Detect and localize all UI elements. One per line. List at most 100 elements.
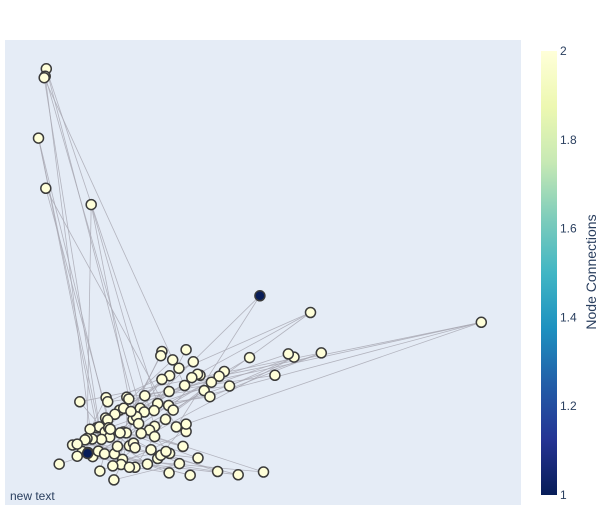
graph-node[interactable] (184, 469, 196, 481)
graph-node[interactable] (114, 427, 126, 439)
graph-node[interactable] (108, 474, 120, 486)
graph-node[interactable] (81, 447, 94, 460)
graph-node[interactable] (192, 452, 204, 464)
graph-node[interactable] (180, 343, 192, 356)
graph-edge (45, 68, 142, 434)
graph-node[interactable] (98, 448, 111, 460)
annotation-text: new text (10, 489, 55, 503)
graph-node[interactable] (148, 430, 161, 443)
graph-edge (229, 356, 295, 387)
graph-node[interactable] (304, 306, 317, 319)
graph-edge (154, 312, 311, 427)
graph-edge (44, 76, 141, 409)
colorbar-tick-label: 2 (560, 44, 567, 58)
graph-node[interactable] (211, 465, 224, 478)
graph-edge (219, 321, 482, 377)
graph-node[interactable] (282, 348, 295, 360)
graph-edge (172, 390, 205, 411)
graph-node[interactable] (170, 421, 183, 433)
graph-edge (185, 321, 482, 425)
graph-node[interactable] (53, 458, 65, 470)
graph-node[interactable] (180, 418, 192, 430)
graph-edge (107, 312, 311, 403)
colorbar-ticks: 2 1.8 1.6 1.4 1.2 1 (560, 44, 577, 502)
graph-edge (43, 77, 102, 440)
colorbar-tick-label: 1.2 (560, 399, 577, 413)
graph-edge (44, 76, 91, 430)
graph-node[interactable] (74, 396, 86, 408)
graph-node[interactable] (71, 438, 83, 450)
graph-node[interactable] (139, 389, 151, 402)
graph-edge (90, 204, 134, 420)
graph-node[interactable] (177, 440, 189, 453)
graph-node[interactable] (155, 349, 167, 362)
graph-node[interactable] (173, 457, 186, 470)
graph-node[interactable] (94, 465, 106, 477)
graph-node[interactable] (315, 347, 328, 359)
graph-node[interactable] (173, 362, 185, 375)
graph-node[interactable] (166, 354, 179, 366)
graph-node[interactable] (178, 379, 191, 392)
graph-node[interactable] (148, 404, 160, 417)
graph-node[interactable] (129, 442, 141, 454)
graph-node[interactable] (123, 393, 135, 405)
graph-edge (160, 454, 239, 476)
graph-node[interactable] (40, 182, 52, 195)
graph-node[interactable] (475, 316, 488, 329)
graph-node[interactable] (187, 356, 200, 368)
colorbar-tick-label: 1.4 (560, 310, 577, 324)
graph-node[interactable] (163, 467, 175, 479)
colorbar-tick-label: 1 (560, 488, 567, 502)
edges-layer (38, 68, 482, 481)
colorbar-tick-label: 1.6 (560, 222, 577, 236)
graph-node[interactable] (85, 198, 97, 211)
graph-node[interactable] (104, 423, 117, 435)
graph-edge (130, 355, 162, 412)
graph-edge (154, 436, 264, 473)
graph-node[interactable] (205, 376, 218, 388)
graph-edge (122, 419, 134, 460)
graph-node[interactable] (159, 413, 172, 426)
graph-node[interactable] (145, 443, 157, 456)
graph-node[interactable] (254, 290, 266, 302)
graph-edge (113, 463, 180, 481)
nodes-layer (32, 63, 488, 486)
colorbar-tick-label: 1.8 (560, 133, 577, 147)
graph-node[interactable] (213, 370, 225, 382)
graph-node[interactable] (38, 71, 50, 84)
graph-edge (150, 431, 187, 451)
graph-node[interactable] (257, 466, 270, 478)
graph-node[interactable] (163, 385, 175, 398)
graph-node[interactable] (156, 373, 168, 386)
graph-node[interactable] (243, 351, 256, 364)
graph-node[interactable] (71, 450, 83, 462)
graph-node[interactable] (186, 371, 198, 384)
graph-node[interactable] (141, 458, 154, 470)
graph-node[interactable] (269, 369, 281, 382)
graph-node[interactable] (135, 427, 147, 440)
graph-node[interactable] (111, 440, 124, 453)
graph-node[interactable] (84, 423, 96, 435)
graph-node[interactable] (160, 445, 172, 458)
graph-node[interactable] (167, 404, 179, 416)
graph-edge (197, 312, 311, 375)
graph-edge (136, 295, 261, 417)
graph-node[interactable] (32, 132, 45, 144)
graph-edge (175, 295, 261, 428)
graph-node[interactable] (107, 460, 119, 472)
graph-edge (168, 321, 482, 406)
graph-edge (45, 68, 159, 404)
graph-node[interactable] (132, 417, 145, 430)
graph-node[interactable] (123, 461, 136, 474)
graph-node[interactable] (204, 390, 216, 403)
graph-edge (86, 204, 92, 439)
colorbar-title: Node Connections (583, 214, 599, 329)
graph-node[interactable] (223, 380, 236, 392)
graph-node[interactable] (95, 433, 108, 446)
graph-node[interactable] (232, 469, 244, 481)
colorbar (541, 51, 557, 495)
graph-node[interactable] (101, 396, 114, 408)
graph-node[interactable] (125, 405, 137, 418)
graph-edge (43, 77, 185, 386)
